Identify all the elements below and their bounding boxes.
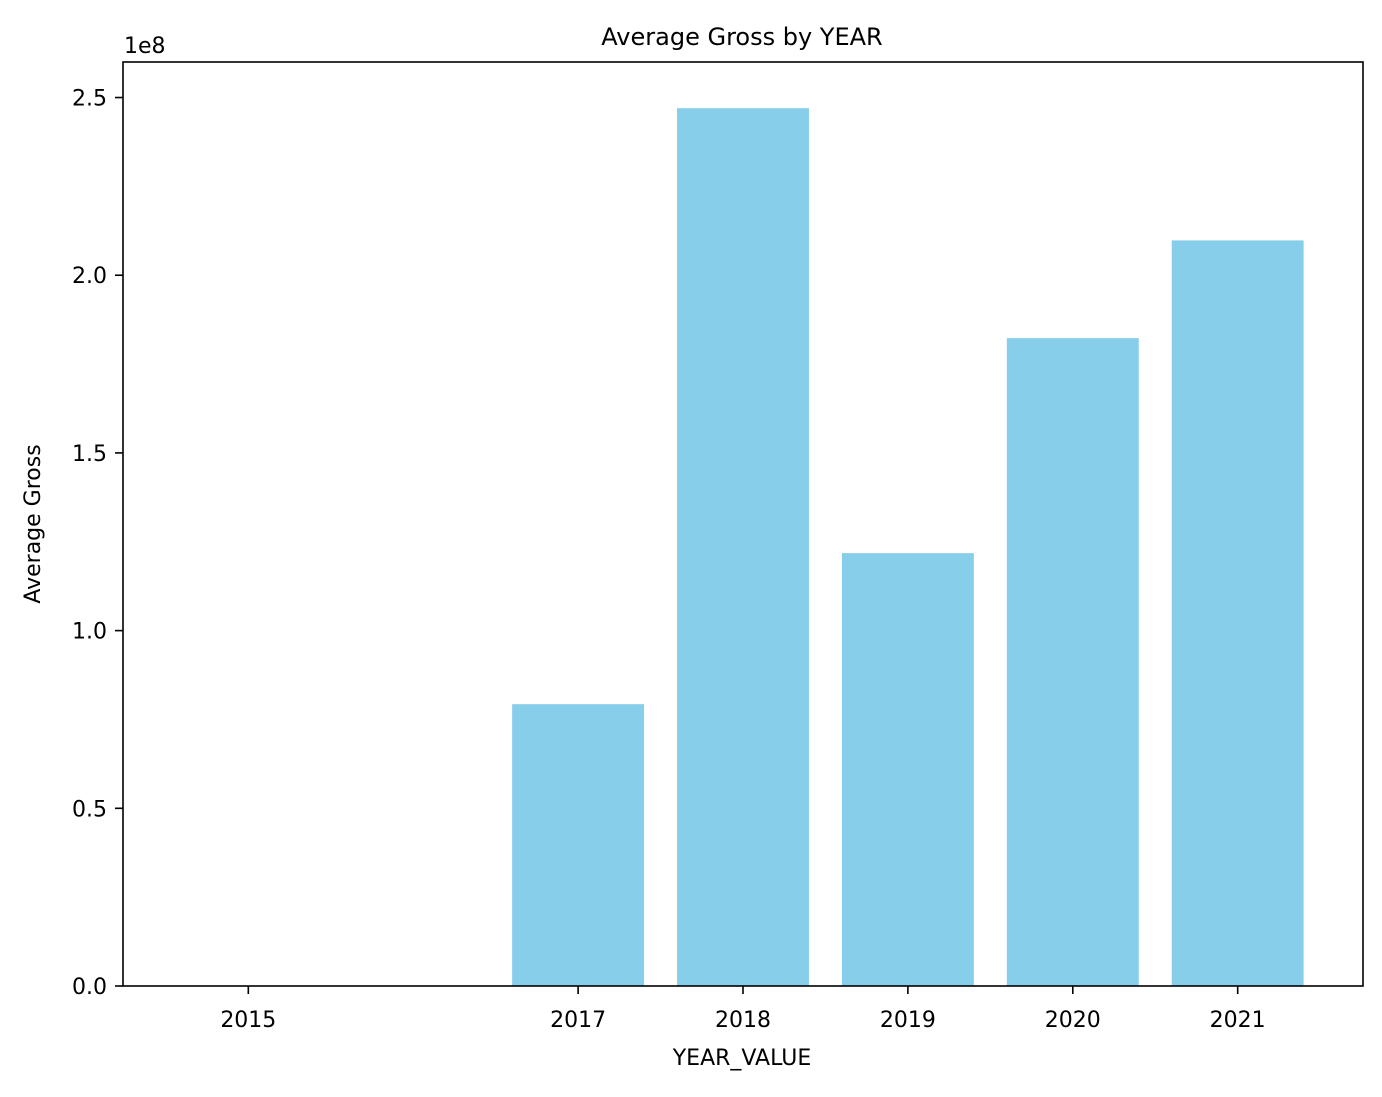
y-tick-label: 0.0 xyxy=(72,975,107,1000)
x-axis-label: YEAR_VALUE xyxy=(672,1046,812,1071)
y-tick-label: 2.5 xyxy=(72,87,107,112)
x-tick-label: 2017 xyxy=(550,1008,606,1033)
ticks-layer: 2015 2017 2018 2019 2020 2021 0.0 0.5 1.0 1.5 2.0 2… xyxy=(72,87,1266,1033)
x-tick-label: 2020 xyxy=(1045,1008,1101,1033)
y-axis-scale-label: 1e8 xyxy=(124,34,166,59)
x-tick-label: 2019 xyxy=(880,1008,936,1033)
y-tick-label: 1.0 xyxy=(72,620,107,645)
bar-2019 xyxy=(841,553,974,986)
bars-layer xyxy=(512,108,1304,986)
chart-title: Average Gross by YEAR xyxy=(601,23,882,51)
x-tick-label: 2015 xyxy=(220,1008,276,1033)
y-tick-label: 2.0 xyxy=(72,264,107,289)
x-tick-label: 2018 xyxy=(715,1008,771,1033)
bar-2020 xyxy=(1006,338,1139,986)
y-tick-label: 0.5 xyxy=(72,797,107,822)
x-tick-label: 2021 xyxy=(1210,1008,1266,1033)
bar-2017 xyxy=(512,704,645,986)
bar-2021 xyxy=(1171,240,1304,986)
bar-2018 xyxy=(677,108,809,986)
y-axis-label: Average Gross xyxy=(21,444,46,603)
y-tick-label: 1.5 xyxy=(72,442,107,467)
plot-frame xyxy=(122,61,1364,987)
